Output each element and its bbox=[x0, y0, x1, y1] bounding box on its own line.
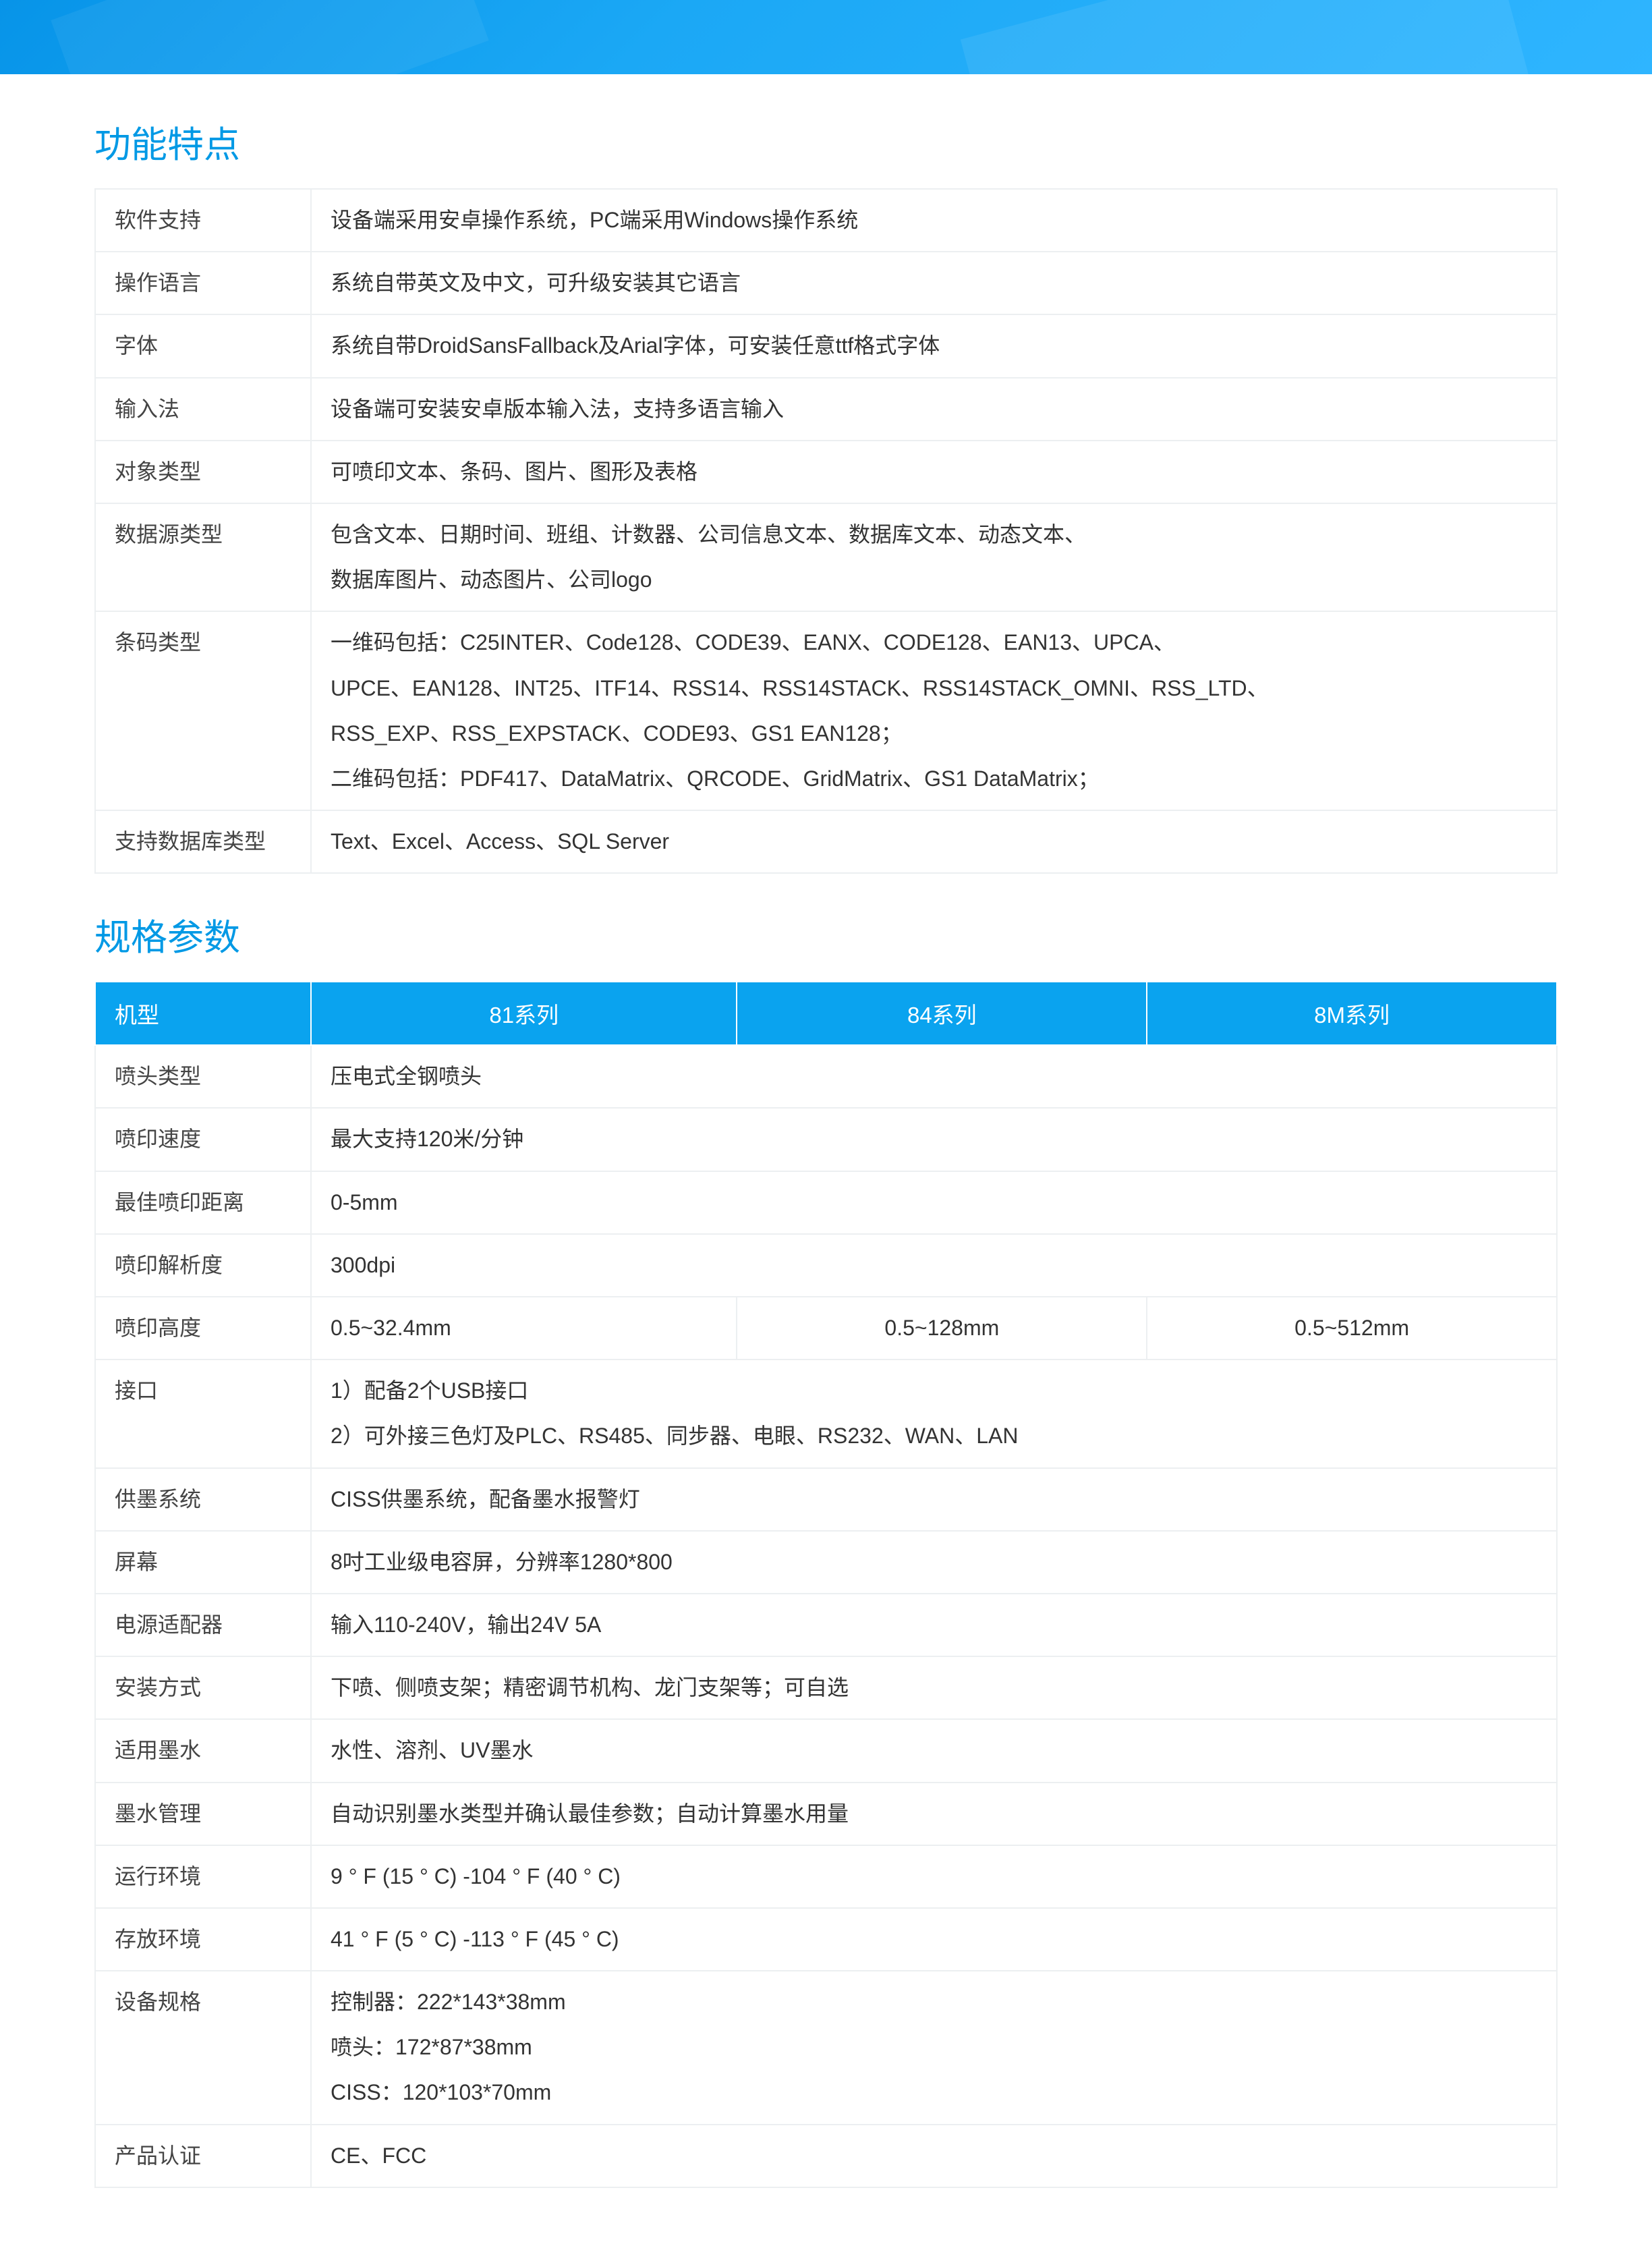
row-value: 水性、溶剂、UV墨水 bbox=[311, 1719, 1557, 1782]
row-label: 条码类型 bbox=[95, 611, 311, 810]
row-value: 输入110-240V，输出24V 5A bbox=[311, 1594, 1557, 1656]
row-line: 2）可外接三色灯及PLC、RS485、同步器、电眼、RS232、WAN、LAN bbox=[331, 1419, 1537, 1453]
table-row: 电源适配器输入110-240V，输出24V 5A bbox=[95, 1594, 1557, 1656]
table-row: 条码类型一维码包括：C25INTER、Code128、CODE39、EANX、C… bbox=[95, 611, 1557, 810]
row-line: CISS：120*103*70mm bbox=[331, 2075, 1537, 2110]
row-label: 操作语言 bbox=[95, 252, 311, 314]
row-label: 运行环境 bbox=[95, 1845, 311, 1908]
column-header: 8M系列 bbox=[1147, 982, 1557, 1045]
table-row: 接口 1）配备2个USB接口 2）可外接三色灯及PLC、RS485、同步器、电眼、R… bbox=[95, 1360, 1557, 1467]
row-label: 存放环境 bbox=[95, 1908, 311, 1971]
row-line: 二维码包括：PDF417、DataMatrix、QRCODE、GridMatri… bbox=[331, 762, 1537, 796]
row-label: 输入法 bbox=[95, 378, 311, 441]
row-label: 字体 bbox=[95, 314, 311, 377]
table-row: 喷印高度0.5~32.4mm0.5~128mm0.5~512mm bbox=[95, 1297, 1557, 1360]
table-row: 最佳喷印距离0-5mm bbox=[95, 1171, 1557, 1234]
table-row: 数据源类型包含文本、日期时间、班组、计数器、公司信息文本、数据库文本、动态文本、… bbox=[95, 503, 1557, 611]
row-value: 系统自带英文及中文，可升级安装其它语言 bbox=[311, 252, 1557, 314]
row-value: 系统自带DroidSansFallback及Arial字体，可安装任意ttf格式… bbox=[311, 314, 1557, 377]
row-label: 电源适配器 bbox=[95, 1594, 311, 1656]
column-header: 84系列 bbox=[737, 982, 1147, 1045]
features-table: 软件支持设备端采用安卓操作系统，PC端采用Windows操作系统操作语言系统自带… bbox=[94, 188, 1558, 874]
row-value: 压电式全钢喷头 bbox=[311, 1045, 1557, 1108]
table-row: 软件支持设备端采用安卓操作系统，PC端采用Windows操作系统 bbox=[95, 189, 1557, 252]
row-label: 供墨系统 bbox=[95, 1468, 311, 1531]
table-row: 操作语言系统自带英文及中文，可升级安装其它语言 bbox=[95, 252, 1557, 314]
row-label: 喷头类型 bbox=[95, 1045, 311, 1108]
row-value: 1）配备2个USB接口 2）可外接三色灯及PLC、RS485、同步器、电眼、RS2… bbox=[311, 1360, 1557, 1467]
row-label: 喷印高度 bbox=[95, 1297, 311, 1360]
features-title: 功能特点 bbox=[94, 115, 1558, 168]
table-row: 喷头类型压电式全钢喷头 bbox=[95, 1045, 1557, 1108]
row-line: 一维码包括：C25INTER、Code128、CODE39、EANX、CODE1… bbox=[331, 625, 1537, 660]
row-line: 包含文本、日期时间、班组、计数器、公司信息文本、数据库文本、动态文本、 bbox=[331, 517, 1537, 552]
row-label: 安装方式 bbox=[95, 1656, 311, 1719]
table-row: 供墨系统CISS供墨系统，配备墨水报警灯 bbox=[95, 1468, 1557, 1531]
row-label: 对象类型 bbox=[95, 441, 311, 503]
table-row: 支持数据库类型Text、Excel、Access、SQL Server bbox=[95, 810, 1557, 873]
row-cell: 0.5~512mm bbox=[1147, 1297, 1557, 1360]
row-line: 控制器：222*143*38mm bbox=[331, 1985, 1537, 2019]
table-row: 屏幕8吋工业级电容屏，分辨率1280*800 bbox=[95, 1531, 1557, 1594]
table-row: 字体系统自带DroidSansFallback及Arial字体，可安装任意ttf… bbox=[95, 314, 1557, 377]
table-row: 安装方式下喷、侧喷支架；精密调节机构、龙门支架等；可自选 bbox=[95, 1656, 1557, 1719]
column-header: 机型 bbox=[95, 982, 311, 1045]
row-label: 屏幕 bbox=[95, 1531, 311, 1594]
table-row: 喷印速度最大支持120米/分钟 bbox=[95, 1108, 1557, 1171]
row-value: Text、Excel、Access、SQL Server bbox=[311, 810, 1557, 873]
content-area: 功能特点 软件支持设备端采用安卓操作系统，PC端采用Windows操作系统操作语… bbox=[0, 74, 1652, 2242]
table-row: 设备规格控制器：222*143*38mm 喷头：172*87*38mm CISS：1… bbox=[95, 1971, 1557, 2125]
row-label: 支持数据库类型 bbox=[95, 810, 311, 873]
row-cell: 0.5~128mm bbox=[737, 1297, 1147, 1360]
row-label: 墨水管理 bbox=[95, 1783, 311, 1845]
row-value: 下喷、侧喷支架；精密调节机构、龙门支架等；可自选 bbox=[311, 1656, 1557, 1719]
table-row: 适用墨水水性、溶剂、UV墨水 bbox=[95, 1719, 1557, 1782]
table-row: 喷印解析度300dpi bbox=[95, 1234, 1557, 1297]
row-cell: 0.5~32.4mm bbox=[311, 1297, 737, 1360]
row-value: 设备端采用安卓操作系统，PC端采用Windows操作系统 bbox=[311, 189, 1557, 252]
row-label: 喷印速度 bbox=[95, 1108, 311, 1171]
table-row: 存放环境41 ° F (5 ° C) -113 ° F (45 ° C) bbox=[95, 1908, 1557, 1971]
row-value: 包含文本、日期时间、班组、计数器、公司信息文本、数据库文本、动态文本、数据库图片… bbox=[311, 503, 1557, 611]
row-label: 适用墨水 bbox=[95, 1719, 311, 1782]
row-label: 产品认证 bbox=[95, 2125, 311, 2187]
row-label: 软件支持 bbox=[95, 189, 311, 252]
row-value: 一维码包括：C25INTER、Code128、CODE39、EANX、CODE1… bbox=[311, 611, 1557, 810]
row-line: 数据库图片、动态图片、公司logo bbox=[331, 563, 1537, 597]
row-label: 接口 bbox=[95, 1360, 311, 1467]
table-row: 输入法设备端可安装安卓版本输入法，支持多语言输入 bbox=[95, 378, 1557, 441]
row-line: UPCE、EAN128、INT25、ITF14、RSS14、RSS14STACK… bbox=[331, 671, 1537, 706]
row-label: 喷印解析度 bbox=[95, 1234, 311, 1297]
row-label: 数据源类型 bbox=[95, 503, 311, 611]
row-value: 设备端可安装安卓版本输入法，支持多语言输入 bbox=[311, 378, 1557, 441]
row-value: 最大支持120米/分钟 bbox=[311, 1108, 1557, 1171]
column-header: 81系列 bbox=[311, 982, 737, 1045]
row-value: 41 ° F (5 ° C) -113 ° F (45 ° C) bbox=[311, 1908, 1557, 1971]
table-row: 墨水管理自动识别墨水类型并确认最佳参数；自动计算墨水用量 bbox=[95, 1783, 1557, 1845]
row-line: 喷头：172*87*38mm bbox=[331, 2030, 1537, 2065]
row-line: RSS_EXP、RSS_EXPSTACK、CODE93、GS1 EAN128； bbox=[331, 717, 1537, 751]
row-value: 9 ° F (15 ° C) -104 ° F (40 ° C) bbox=[311, 1845, 1557, 1908]
table-row: 产品认证CE、FCC bbox=[95, 2125, 1557, 2187]
table-row: 对象类型可喷印文本、条码、图片、图形及表格 bbox=[95, 441, 1557, 503]
row-value: CISS供墨系统，配备墨水报警灯 bbox=[311, 1468, 1557, 1531]
specs-table: 机型81系列84系列8M系列 喷头类型压电式全钢喷头喷印速度最大支持120米/分… bbox=[94, 981, 1558, 2188]
row-label: 最佳喷印距离 bbox=[95, 1171, 311, 1234]
row-value: 0-5mm bbox=[311, 1171, 1557, 1234]
row-value: 自动识别墨水类型并确认最佳参数；自动计算墨水用量 bbox=[311, 1783, 1557, 1845]
row-value: 8吋工业级电容屏，分辨率1280*800 bbox=[311, 1531, 1557, 1594]
row-value: 300dpi bbox=[311, 1234, 1557, 1297]
specs-title: 规格参数 bbox=[94, 907, 1558, 961]
table-row: 运行环境9 ° F (15 ° C) -104 ° F (40 ° C) bbox=[95, 1845, 1557, 1908]
top-banner bbox=[0, 0, 1652, 74]
row-value: 控制器：222*143*38mm 喷头：172*87*38mm CISS：120*1… bbox=[311, 1971, 1557, 2125]
row-line: 1）配备2个USB接口 bbox=[331, 1374, 1537, 1408]
row-value: 可喷印文本、条码、图片、图形及表格 bbox=[311, 441, 1557, 503]
row-label: 设备规格 bbox=[95, 1971, 311, 2125]
row-value: CE、FCC bbox=[311, 2125, 1557, 2187]
